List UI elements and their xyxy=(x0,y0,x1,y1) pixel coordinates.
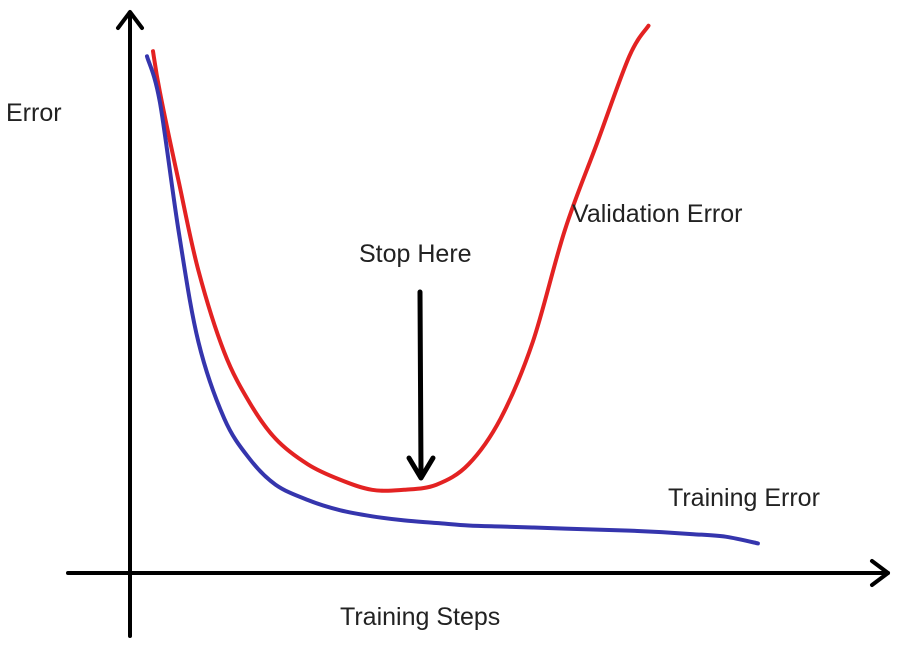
stop-here-arrow xyxy=(406,289,436,481)
x-axis-label: Training Steps xyxy=(340,603,500,631)
x-axis-arrowhead xyxy=(870,559,890,587)
annotation-stop-here: Stop Here xyxy=(359,240,472,268)
axes xyxy=(66,10,890,638)
series-line-validation-error xyxy=(151,23,651,493)
series-label-training-error: Training Error xyxy=(668,484,820,512)
series-label-validation-error: Validation Error xyxy=(572,200,742,228)
series-line-training-error xyxy=(145,54,760,546)
y-axis-label: Error xyxy=(6,99,62,127)
y-axis-arrowhead xyxy=(116,10,144,30)
series-layer xyxy=(145,23,760,546)
